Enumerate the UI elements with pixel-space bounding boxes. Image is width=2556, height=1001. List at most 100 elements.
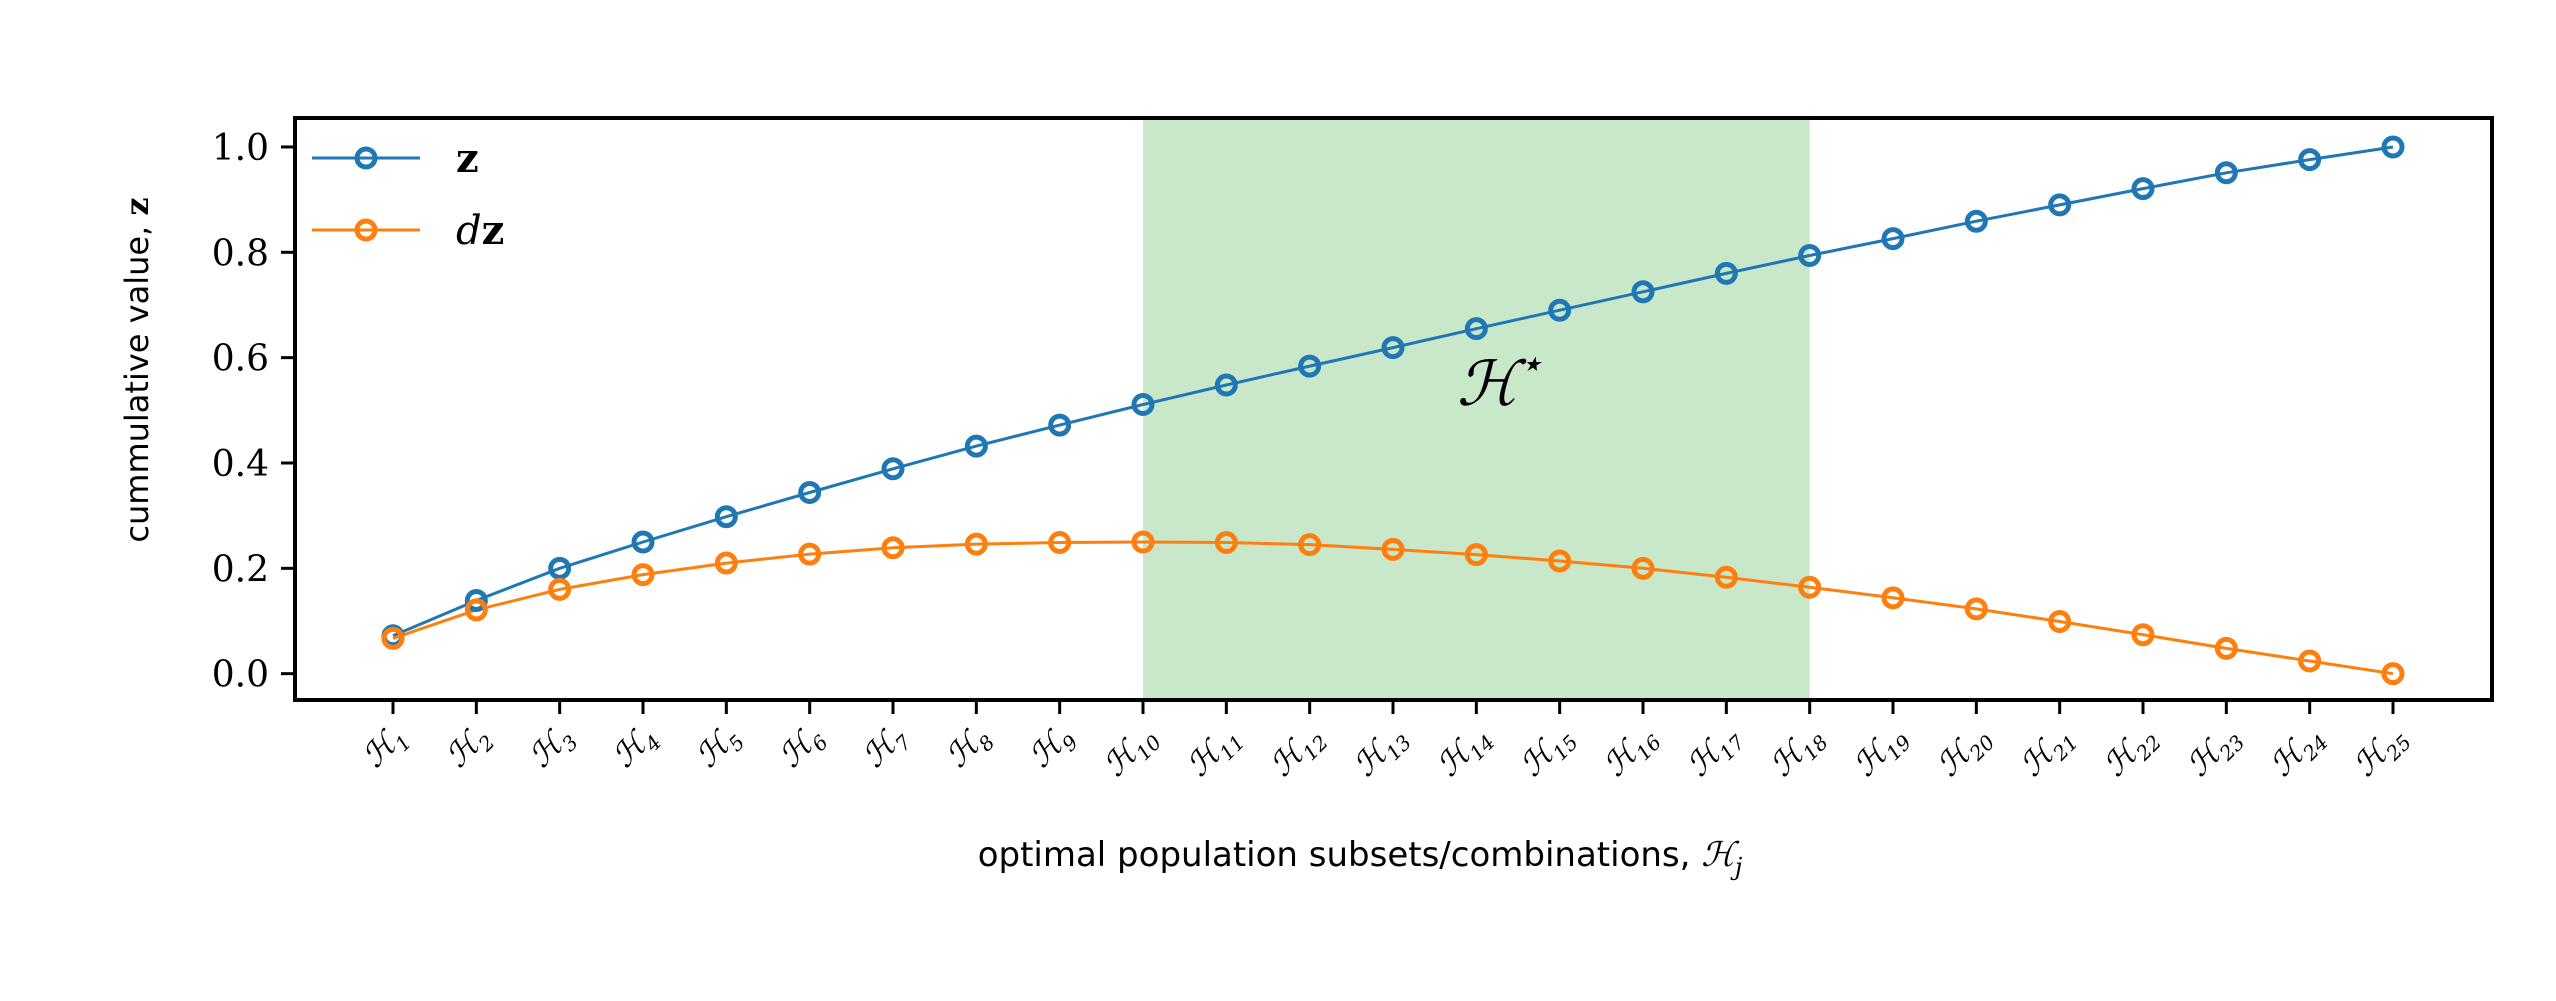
y-tick-label: 0.0 [212,655,269,696]
x-tick-label: ℋ16 [1595,717,1666,788]
highlight-region-label: ℋ⋆ [1457,341,1543,420]
y-tick-label: 1.0 [212,128,269,169]
x-tick-label: ℋ13 [1345,717,1416,788]
x-tick-label: ℋ9 [1021,717,1083,779]
x-tick-label: ℋ3 [521,717,583,779]
data-point-z [964,434,988,458]
y-axis-label-text: cummulative value, [118,216,156,543]
x-axis-label-symbol: ℋ [1701,835,1740,875]
x-tick-label: ℋ11 [1179,717,1250,788]
data-point-z [2214,161,2238,185]
data-point-z [1131,393,1155,417]
data-point-z [1048,413,1072,437]
legend-label-dz-z: z [482,207,505,254]
data-point-z [1214,373,1238,397]
x-tick-label: ℋ7 [854,717,916,779]
x-tick-label: ℋ25 [2345,717,2416,788]
data-point-dz [1048,531,1072,555]
x-tick-label: ℋ14 [1429,717,1500,788]
data-point-z [631,530,655,554]
data-point-z [881,457,905,481]
x-tick-label: ℋ22 [2095,717,2166,788]
highlight-label-symbol: ℋ [1457,347,1527,420]
x-axis-label-text: optimal population subsets/combinations, [978,835,1702,875]
data-point-dz [464,598,488,622]
data-point-dz [2214,636,2238,660]
y-axis-label: cummulative value, z [118,197,156,542]
data-point-z [798,480,822,504]
data-point-dz [1381,537,1405,561]
data-point-dz [1548,549,1572,573]
x-tick-label: ℋ23 [2179,717,2250,788]
x-tick-label: ℋ21 [2012,717,2083,788]
x-tick-label: ℋ2 [438,717,500,779]
y-axis-label-symbol: z [118,197,156,215]
data-point-z [1714,261,1738,285]
x-tick-label: ℋ1 [354,717,416,779]
data-point-dz [714,551,738,575]
x-tick-label: ℋ8 [938,717,1000,779]
y-tick-label: 0.4 [212,444,269,485]
series-line-dz [392,540,2394,676]
data-point-dz [2131,623,2155,647]
legend-marker-z [354,146,378,170]
data-point-dz [1964,597,1988,621]
x-tick-label: ℋ10 [1095,717,1166,788]
data-point-dz [2048,610,2072,634]
legend-label-z: z [456,135,479,182]
series-line-z [392,145,2394,638]
data-point-z [2131,177,2155,201]
data-point-dz [798,542,822,566]
data-point-dz [631,563,655,587]
data-point-dz [1131,530,1155,554]
data-point-dz [964,532,988,556]
data-point-dz [1214,531,1238,555]
data-point-dz [1631,556,1655,580]
x-tick-label: ℋ6 [771,717,833,779]
x-tick-label: ℋ24 [2262,717,2333,788]
x-tick-label: ℋ20 [1929,717,2000,788]
data-point-dz [1798,575,1822,599]
y-tick-label: 0.6 [212,339,269,380]
data-point-dz [381,626,405,650]
legend-marker-dz [354,218,378,242]
x-tick-label: ℋ5 [688,717,750,779]
data-point-z [714,505,738,529]
highlight-region [1143,118,1810,700]
data-point-z [1798,243,1822,267]
x-tick-label: ℋ19 [1845,717,1916,788]
data-point-z [2048,193,2072,217]
data-point-dz [2381,662,2405,686]
data-point-dz [548,577,572,601]
data-point-z [464,588,488,612]
data-point-z [2381,135,2405,159]
x-tick-label: ℋ12 [1262,717,1333,788]
y-tick-label: 0.2 [212,549,269,590]
x-tick-label: ℋ18 [1762,717,1833,788]
data-point-z [1881,227,1905,251]
x-tick-label: ℋ4 [604,717,666,779]
data-point-z [1548,298,1572,322]
x-axis-label: optimal population subsets/combinations,… [978,835,1743,881]
x-tick-label: ℋ15 [1512,717,1583,788]
legend: z dz [312,135,504,254]
data-point-z [1381,336,1405,360]
highlight-label-star: ⋆ [1518,341,1543,387]
data-point-z [1298,354,1322,378]
data-point-dz [2298,649,2322,673]
y-tick-label: 0.8 [212,233,269,274]
legend-label-dz: dz [456,207,504,254]
data-point-dz [881,536,905,560]
data-point-dz [1714,565,1738,589]
data-point-dz [1464,543,1488,567]
data-point-z [2298,148,2322,172]
data-point-dz [1881,586,1905,610]
data-point-z [1631,280,1655,304]
legend-label-dz-d: d [456,208,482,254]
data-point-dz [1298,533,1322,557]
data-point-z [548,556,572,580]
x-tick-label: ℋ17 [1679,717,1750,788]
data-point-z [1464,317,1488,341]
